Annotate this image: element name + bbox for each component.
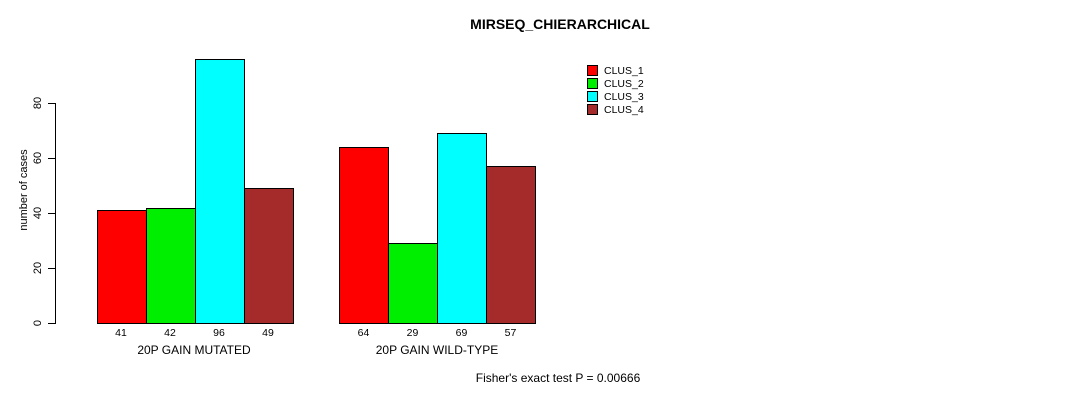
group-label-wild-type: 20P GAIN WILD-TYPE [375, 343, 499, 357]
y-tick-label: 40 [32, 206, 44, 220]
legend-label: CLUS_1 [604, 64, 644, 77]
y-tick-label: 0 [32, 319, 44, 327]
bar-clus_2-group2 [388, 243, 438, 324]
bar-value-label: 64 [357, 327, 370, 339]
legend-swatch-clus-1 [587, 65, 598, 76]
bar-value-label: 49 [262, 327, 274, 339]
legend: CLUS_1 CLUS_2 CLUS_3 CLUS_4 [587, 64, 644, 116]
y-tick-mark [48, 267, 55, 269]
bar-value-label: 69 [455, 327, 468, 339]
y-axis-line [55, 103, 56, 324]
legend-swatch-clus-3 [587, 91, 598, 102]
bar-clus_1-group2 [339, 147, 389, 324]
legend-item: CLUS_2 [587, 77, 644, 90]
bar-clus_1-group1 [96, 210, 147, 324]
legend-label: CLUS_2 [604, 77, 644, 90]
bar-clus_4-group2 [486, 166, 536, 324]
y-tick-mark [48, 157, 55, 159]
chart-title: MIRSEQ_CHIERARCHICAL [470, 16, 650, 32]
y-tick-label: 60 [32, 151, 44, 165]
bar-value-label: 57 [504, 327, 517, 339]
legend-item: CLUS_1 [587, 64, 644, 77]
bar-clus_3-group2 [437, 133, 487, 324]
bar-value-label: 41 [115, 327, 127, 339]
bar-value-label: 42 [164, 327, 176, 339]
bar-clus_3-group1 [194, 59, 245, 324]
y-tick-mark [48, 322, 55, 324]
group-label-mutated: 20P GAIN MUTATED [137, 343, 251, 357]
legend-swatch-clus-2 [587, 78, 598, 89]
bar-value-label: 29 [406, 327, 419, 339]
legend-label: CLUS_4 [604, 103, 644, 116]
legend-swatch-clus-4 [587, 104, 598, 115]
bar-clus_4-group1 [243, 188, 294, 324]
y-tick-label: 80 [32, 96, 44, 110]
legend-item: CLUS_4 [587, 103, 644, 116]
bar-value-label: 96 [213, 327, 225, 339]
y-tick-label: 20 [32, 261, 44, 275]
y-axis-label: number of cases [18, 149, 30, 231]
y-tick-mark [48, 212, 55, 214]
footnote: Fisher's exact test P = 0.00666 [475, 371, 641, 385]
bar-clus_2-group1 [145, 207, 196, 324]
legend-item: CLUS_3 [587, 90, 644, 103]
y-tick-mark [48, 102, 55, 104]
legend-label: CLUS_3 [604, 90, 644, 103]
